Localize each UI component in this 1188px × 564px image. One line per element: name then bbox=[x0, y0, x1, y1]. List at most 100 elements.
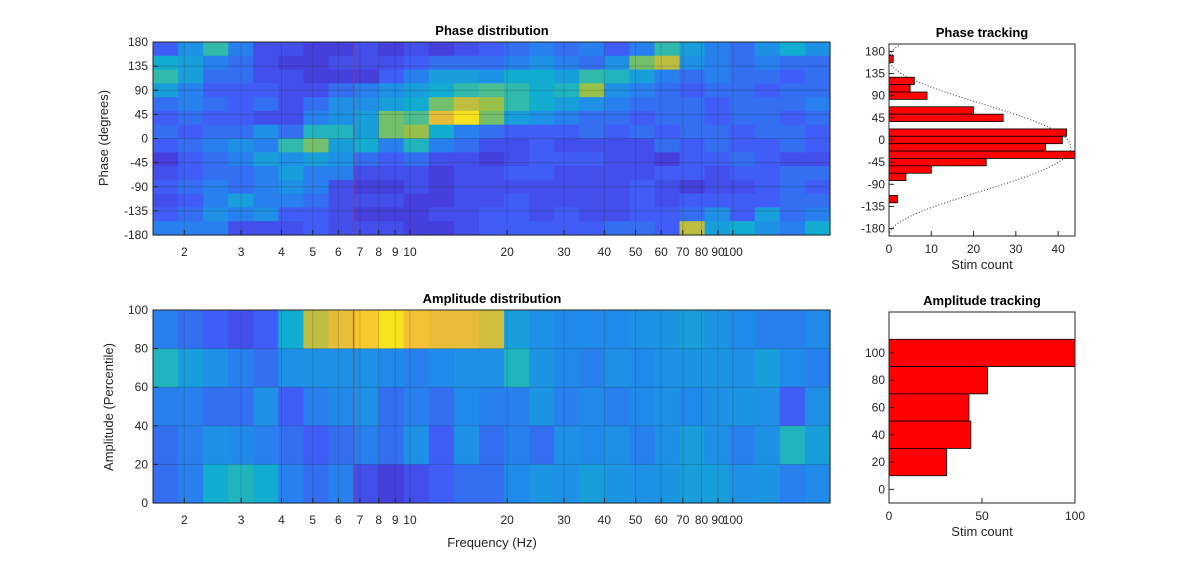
heatmap-cell bbox=[679, 124, 706, 140]
heatmap-cell bbox=[303, 464, 330, 504]
heatmap-cell bbox=[378, 166, 405, 181]
heatmap-cell bbox=[729, 221, 756, 236]
heatmap-cell bbox=[453, 97, 480, 112]
heatmap-cell bbox=[529, 110, 555, 126]
heatmap-cell bbox=[804, 348, 831, 388]
heatmap-cell bbox=[178, 69, 204, 84]
heatmap-cell bbox=[353, 207, 380, 222]
heatmap-cell bbox=[529, 83, 555, 98]
histogram-bar bbox=[888, 150, 1076, 159]
y-tick-label: 20 bbox=[872, 455, 886, 469]
heatmap-cell bbox=[629, 425, 656, 465]
heatmap-cell bbox=[754, 464, 781, 504]
heatmap-cell bbox=[403, 348, 430, 388]
heatmap-cell bbox=[529, 464, 555, 504]
heatmap-cell bbox=[554, 387, 580, 427]
x-tick-label: 80 bbox=[695, 245, 709, 259]
heatmap-cell bbox=[303, 221, 330, 236]
heatmap-cell bbox=[704, 425, 731, 465]
heatmap-cell bbox=[604, 97, 630, 112]
heatmap-cell bbox=[303, 425, 330, 465]
heatmap-cell bbox=[378, 97, 405, 112]
y-tick-label: -90 bbox=[131, 180, 149, 194]
heatmap-cell bbox=[228, 97, 254, 112]
x-tick-label: 20 bbox=[500, 513, 514, 527]
heatmap-cell bbox=[779, 425, 806, 465]
heatmap-cell bbox=[529, 348, 555, 388]
heatmap-cell bbox=[504, 221, 530, 236]
heatmap-cell bbox=[428, 425, 455, 465]
heatmap-cell bbox=[804, 221, 831, 236]
heatmap-cell bbox=[804, 387, 831, 427]
heatmap-cell bbox=[203, 348, 229, 388]
heatmap-cell bbox=[554, 193, 580, 209]
heatmap-cell bbox=[278, 464, 305, 504]
heatmap-cell bbox=[328, 124, 355, 140]
heatmap-cell bbox=[178, 221, 204, 236]
heatmap-cell bbox=[353, 97, 380, 112]
heatmap-cell bbox=[579, 310, 605, 350]
heatmap-cell bbox=[403, 221, 430, 236]
heatmap-cell bbox=[604, 83, 630, 98]
heatmap-cell bbox=[253, 152, 279, 167]
histogram-bar bbox=[888, 113, 1004, 122]
x-tick-label: 7 bbox=[357, 245, 364, 259]
x-tick-label: 9 bbox=[392, 513, 399, 527]
heatmap-cell bbox=[729, 152, 756, 167]
heatmap-cell bbox=[178, 425, 204, 465]
heatmap-cell bbox=[278, 152, 305, 167]
heatmap-cell bbox=[228, 138, 254, 153]
heatmap-cell bbox=[428, 166, 455, 181]
heatmap-cell bbox=[554, 207, 580, 222]
heatmap-cell bbox=[804, 110, 831, 126]
heatmap-cell bbox=[629, 310, 656, 350]
heatmap-cell bbox=[428, 83, 455, 98]
heatmap-cell bbox=[604, 152, 630, 167]
heatmap-cell bbox=[278, 221, 305, 236]
heatmap-cell bbox=[278, 166, 305, 181]
heatmap-cell bbox=[629, 348, 656, 388]
heatmap-cell bbox=[303, 97, 330, 112]
heatmap-cell bbox=[353, 69, 380, 84]
y-tick-label: 80 bbox=[872, 373, 886, 387]
heatmap-cell bbox=[453, 110, 480, 126]
heatmap-cell bbox=[654, 152, 681, 167]
y-tick-label: -45 bbox=[131, 156, 149, 170]
heatmap-cell bbox=[328, 348, 355, 388]
amplitude-distribution-title: Amplitude distribution bbox=[423, 291, 562, 306]
heatmap-cell bbox=[478, 207, 505, 222]
heatmap-cell bbox=[504, 207, 530, 222]
heatmap-cell bbox=[504, 97, 530, 112]
histogram-bar bbox=[888, 366, 988, 395]
heatmap-cell bbox=[478, 110, 505, 126]
heatmap-cell bbox=[203, 464, 229, 504]
heatmap-cell bbox=[504, 110, 530, 126]
heatmap-cell bbox=[579, 42, 605, 57]
heatmap-cell bbox=[754, 110, 781, 126]
heatmap-cell bbox=[203, 42, 229, 57]
heatmap-cell bbox=[203, 207, 229, 222]
x-tick-label: 90 bbox=[711, 245, 725, 259]
heatmap-cell bbox=[178, 124, 204, 140]
heatmap-cell bbox=[303, 310, 330, 350]
heatmap-cell bbox=[178, 464, 204, 504]
heatmap-cell bbox=[278, 55, 305, 71]
heatmap-cell bbox=[704, 387, 731, 427]
heatmap-cell bbox=[153, 55, 179, 71]
heatmap-cell bbox=[153, 110, 179, 126]
heatmap-cell bbox=[428, 124, 455, 140]
heatmap-cell bbox=[478, 69, 505, 84]
heatmap-cell bbox=[228, 152, 254, 167]
heatmap-cell bbox=[704, 179, 731, 195]
heatmap-cell bbox=[504, 124, 530, 140]
heatmap-cell bbox=[428, 348, 455, 388]
heatmap-cell bbox=[353, 138, 380, 153]
heatmap-cell bbox=[804, 179, 831, 195]
heatmap-cell bbox=[604, 69, 630, 84]
heatmap-cell bbox=[478, 193, 505, 209]
heatmap-cell bbox=[679, 310, 706, 350]
heatmap-cell bbox=[153, 221, 179, 236]
heatmap-cell bbox=[203, 124, 229, 140]
heatmap-cell bbox=[529, 221, 555, 236]
heatmap-cell bbox=[153, 387, 179, 427]
